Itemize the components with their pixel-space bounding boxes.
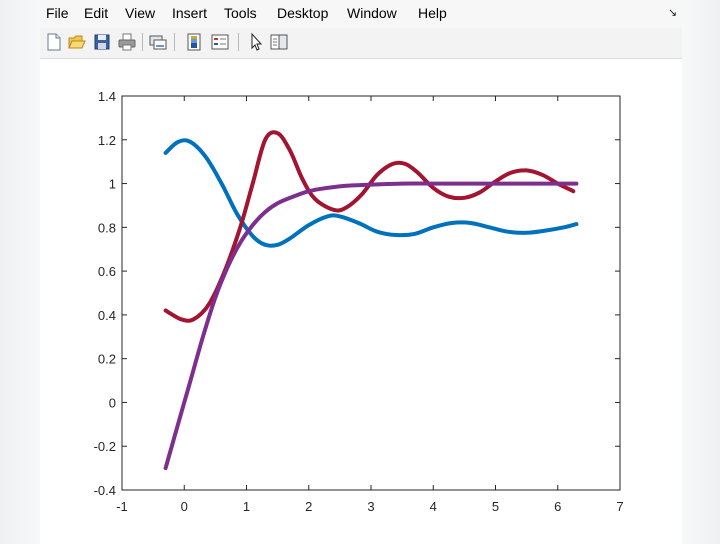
window-right-border xyxy=(682,0,720,544)
menu-window[interactable]: Window xyxy=(347,5,397,21)
toolbar-separator xyxy=(238,33,239,51)
insert-colorbar-icon[interactable] xyxy=(184,32,204,52)
link-plot-icon[interactable] xyxy=(148,32,168,52)
window-left-border xyxy=(0,0,40,544)
x-tick-label: 3 xyxy=(367,499,374,514)
pointer-icon[interactable] xyxy=(246,32,266,52)
save-icon[interactable] xyxy=(92,32,112,52)
y-tick-label: 0.4 xyxy=(98,308,116,323)
insert-legend-icon[interactable] xyxy=(210,32,230,52)
x-tick-label: 5 xyxy=(492,499,499,514)
menu-view[interactable]: View xyxy=(125,5,156,21)
toolbar-separator xyxy=(174,33,175,51)
y-tick-label: 0.8 xyxy=(98,220,116,235)
new-figure-icon[interactable] xyxy=(44,32,64,52)
figure-toolbar xyxy=(40,28,682,59)
menu-file[interactable]: File xyxy=(46,5,69,21)
y-tick-label: 1.4 xyxy=(98,89,116,104)
y-tick-label: 1 xyxy=(109,177,116,192)
x-tick-label: 0 xyxy=(181,499,188,514)
x-tick-label: 6 xyxy=(554,499,561,514)
series-line-2 xyxy=(163,130,576,323)
property-editor-icon[interactable] xyxy=(269,32,289,52)
menu-help[interactable]: Help xyxy=(418,5,447,21)
dock-figure-icon[interactable]: ↘ xyxy=(668,7,678,19)
menu-edit[interactable]: Edit xyxy=(84,5,109,21)
menu-insert[interactable]: Insert xyxy=(172,5,208,21)
menu-bar: File Edit View Insert Tools Desktop Wind… xyxy=(40,0,682,28)
x-tick-label: 7 xyxy=(616,499,623,514)
y-tick-label: 0.6 xyxy=(98,264,116,279)
x-tick-label: 1 xyxy=(243,499,250,514)
y-tick-label: -0.4 xyxy=(94,483,116,498)
x-tick-label: -1 xyxy=(116,499,128,514)
menu-desktop[interactable]: Desktop xyxy=(277,5,329,21)
print-icon[interactable] xyxy=(117,32,137,52)
toolbar-separator xyxy=(142,33,143,51)
plot-area xyxy=(121,95,621,491)
series-line-1 xyxy=(163,138,579,248)
open-file-icon[interactable] xyxy=(67,32,87,52)
y-tick-label: 1.2 xyxy=(98,133,116,148)
y-tick-label: 0.2 xyxy=(98,352,116,367)
y-tick-label: 0 xyxy=(109,395,116,410)
y-tick-label: -0.2 xyxy=(94,439,116,454)
series-line-3 xyxy=(163,181,579,471)
menu-tools[interactable]: Tools xyxy=(224,5,257,21)
x-tick-label: 2 xyxy=(305,499,312,514)
x-tick-label: 4 xyxy=(430,499,437,514)
